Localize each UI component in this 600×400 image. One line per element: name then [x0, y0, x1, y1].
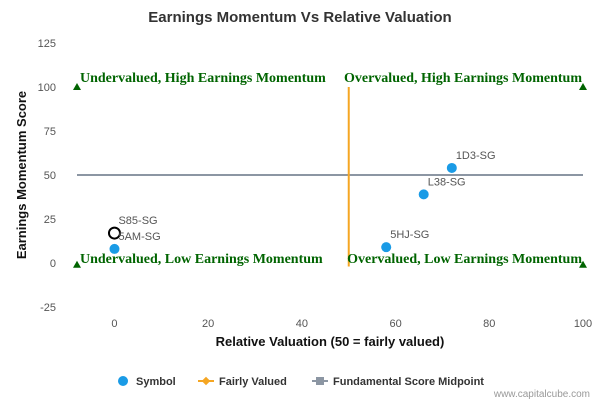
y-tick-label: 0: [50, 258, 56, 270]
x-tick-label: 60: [389, 318, 401, 330]
x-tick-label: 40: [296, 318, 308, 330]
data-point-1d3-sg[interactable]: [446, 162, 457, 173]
data-point-s85-sg[interactable]: [107, 226, 121, 240]
y-tick-label: 100: [38, 82, 56, 94]
legend: Symbol Fairly Valued Fundamental Score M…: [118, 376, 484, 388]
y-tick-label: 125: [38, 38, 56, 50]
y-tick-label: 50: [44, 170, 56, 182]
chart-title: Earnings Momentum Vs Relative Valuation: [148, 9, 451, 26]
legend-fairly-valued-marker: [201, 376, 211, 386]
corner-triangle-marker: [579, 83, 587, 90]
legend-symbol-label: Symbol: [136, 376, 176, 388]
data-label-5am-sg: 5AM-SG: [118, 231, 160, 243]
data-label-1d3-sg: 1D3-SG: [456, 150, 496, 162]
legend-item-symbol[interactable]: Symbol: [118, 376, 176, 388]
x-axis-ticks: 0 20 40 60 80 100: [111, 318, 592, 330]
corner-triangle-marker: [73, 260, 81, 268]
corner-triangle-marker: [579, 260, 587, 268]
x-tick-label: 0: [111, 318, 117, 330]
y-tick-label: 75: [44, 126, 56, 138]
y-axis-ticks: -25 0 25 50 75 100 125: [38, 38, 56, 314]
quadrant-label-bottom-left: Undervalued, Low Earnings Momentum: [80, 252, 323, 267]
credit-text: www.capitalcube.com: [493, 389, 590, 400]
legend-item-midpoint[interactable]: Fundamental Score Midpoint: [312, 376, 484, 388]
data-point-l38-sg[interactable]: [418, 189, 429, 200]
data-point-5am-sg[interactable]: [109, 243, 120, 254]
quadrant-label-top-right: Overvalued, High Earnings Momentum: [344, 71, 582, 86]
x-tick-label: 20: [202, 318, 214, 330]
data-point-5hj-sg[interactable]: [381, 242, 392, 253]
corner-triangle-marker: [73, 83, 81, 90]
x-tick-label: 100: [574, 318, 592, 330]
data-label-l38-sg: L38-SG: [428, 176, 466, 188]
y-tick-label: -25: [40, 302, 56, 314]
legend-midpoint-marker: [316, 377, 324, 385]
y-tick-label: 25: [44, 214, 56, 226]
quadrant-label-bottom-right: Overvalued, Low Earnings Momentum: [347, 252, 582, 267]
quadrant-label-top-left: Undervalued, High Earnings Momentum: [80, 71, 326, 86]
x-tick-label: 80: [483, 318, 495, 330]
legend-fairly-valued-label: Fairly Valued: [219, 376, 287, 388]
legend-midpoint-label: Fundamental Score Midpoint: [333, 376, 484, 388]
legend-symbol-marker: [118, 376, 128, 386]
x-axis-label: Relative Valuation (50 = fairly valued): [216, 334, 445, 349]
data-label-5hj-sg: 5HJ-SG: [390, 229, 429, 241]
legend-item-fairly-valued[interactable]: Fairly Valued: [198, 376, 287, 388]
y-axis-label: Earnings Momentum Score: [14, 91, 29, 259]
data-label-s85-sg: S85-SG: [118, 215, 157, 227]
